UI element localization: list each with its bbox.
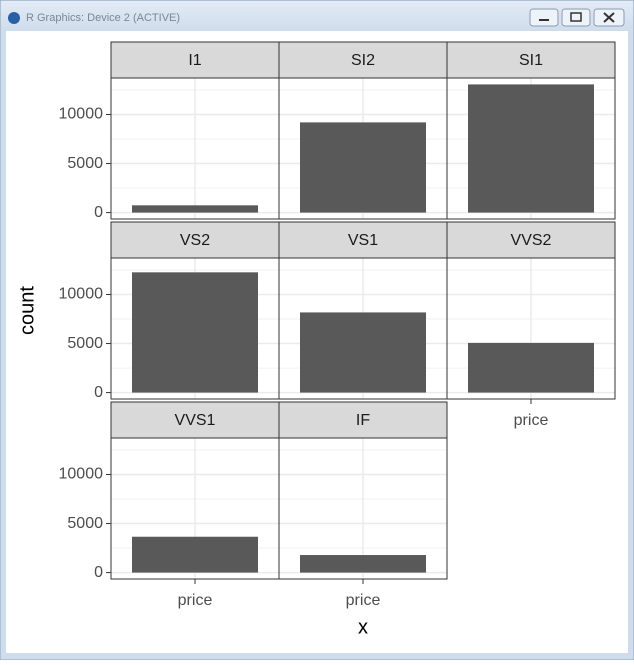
strip: [446, 221, 616, 259]
strip: [278, 401, 448, 439]
y-axis-title: count: [16, 286, 38, 335]
y-tick-label: 10000: [59, 286, 104, 303]
strip-label: VVS2: [511, 232, 552, 249]
y-tick-label: 5000: [67, 515, 103, 532]
strip-label: VS2: [180, 232, 210, 249]
minimize-button[interactable]: [529, 8, 559, 27]
maximize-button[interactable]: [561, 8, 591, 27]
bar: [468, 84, 594, 213]
window-title: R Graphics: Device 2 (ACTIVE): [26, 12, 180, 24]
x-tick-label: price: [514, 412, 549, 429]
bar: [132, 536, 258, 573]
y-tick-label: 0: [94, 384, 103, 401]
x-axis-title: x: [358, 616, 368, 638]
y-tick-label: 5000: [67, 155, 103, 172]
close-icon: [603, 12, 615, 23]
panel-border: [446, 77, 616, 220]
strip: [110, 221, 280, 259]
y-tick-label: 10000: [59, 466, 104, 483]
strip-label: SI2: [351, 52, 375, 69]
strip-label: IF: [356, 412, 370, 429]
bar: [300, 312, 426, 393]
bar: [468, 342, 594, 393]
y-tick-label: 0: [94, 564, 103, 581]
r-icon: [8, 12, 20, 24]
y-tick-label: 5000: [67, 335, 103, 352]
strip-label: I1: [188, 52, 201, 69]
x-tick-label: price: [178, 592, 213, 609]
strip-label: SI1: [519, 52, 543, 69]
bar: [300, 122, 426, 213]
bar: [300, 555, 426, 573]
strip: [446, 41, 616, 79]
x-tick-label: price: [346, 592, 381, 609]
bar: [132, 272, 258, 393]
strip-label: VVS1: [175, 412, 216, 429]
chart: I1 0 5000 10000 SI2 SI1 VS2 0 5000 10000 VS1 VVS2 pr…: [16, 41, 616, 638]
maximize-icon: [570, 12, 582, 22]
strip: [110, 401, 280, 439]
y-tick-label: 10000: [59, 106, 104, 123]
title-bar: [1, 1, 633, 31]
bar: [132, 205, 258, 213]
y-tick-label: 0: [94, 204, 103, 221]
strip-label: VS1: [348, 232, 378, 249]
